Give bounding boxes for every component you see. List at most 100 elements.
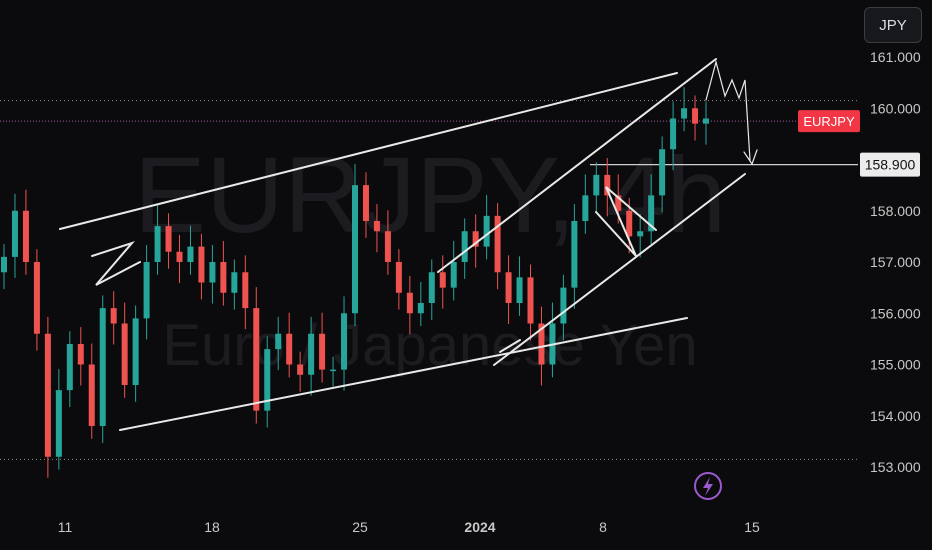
- candle-body: [560, 287, 567, 324]
- candle-body: [22, 210, 29, 262]
- price-tag: [860, 152, 920, 177]
- candle-body: [77, 344, 84, 365]
- candle-body: [417, 303, 424, 314]
- candle-body: [703, 118, 709, 124]
- candle-body: [582, 195, 589, 221]
- candle-body: [99, 308, 106, 426]
- candle-body: [110, 308, 117, 324]
- candle-body: [428, 272, 435, 303]
- candle-body: [330, 369, 337, 372]
- y-tick-label: 154.000: [870, 408, 921, 424]
- x-tick-label: 15: [744, 519, 760, 535]
- candle-body: [538, 323, 545, 365]
- candle-body: [352, 185, 358, 314]
- price-tag-label: 158.900: [865, 157, 916, 173]
- candle-body: [88, 364, 95, 426]
- candle-body: [373, 221, 380, 232]
- currency-button[interactable]: JPY: [864, 7, 922, 43]
- candle-body: [472, 231, 479, 247]
- candle-body: [637, 231, 644, 237]
- candle-body: [275, 333, 282, 350]
- candle-body: [209, 262, 216, 283]
- candle-body: [626, 210, 633, 237]
- candle-body: [670, 118, 677, 150]
- y-tick-label: 161.000: [870, 49, 921, 65]
- y-tick-label: 157.000: [870, 254, 921, 270]
- candle-body: [362, 185, 369, 221]
- x-tick-label: 8: [599, 519, 607, 535]
- rising-channel-top: [437, 58, 717, 273]
- y-tick-label: 153.000: [870, 459, 921, 475]
- candle-body: [286, 333, 293, 365]
- upper-channel-line: [59, 72, 678, 230]
- candle-body: [659, 149, 666, 196]
- candle-body: [231, 272, 238, 293]
- candle-body: [220, 262, 227, 293]
- candle-body: [593, 174, 600, 196]
- rising-channel-bottom: [493, 173, 746, 366]
- candle-body: [341, 313, 348, 370]
- candle-body: [406, 292, 413, 314]
- candle-body: [154, 226, 161, 262]
- candle-body: [297, 364, 304, 375]
- x-tick-label: 2024: [464, 519, 495, 535]
- watermark-symbol: EURJPY, 4h: [134, 134, 726, 255]
- projection-arrowhead: [743, 149, 758, 166]
- candles-layer: [1, 87, 709, 478]
- candle-body: [450, 262, 457, 288]
- candle-body: [187, 246, 194, 262]
- flag-pattern: [91, 240, 141, 286]
- candle-body: [121, 323, 128, 385]
- candle-body: [494, 215, 501, 273]
- candle-body: [264, 349, 271, 411]
- projection-path: [705, 59, 751, 161]
- candle-body: [648, 195, 655, 232]
- candle-body: [615, 195, 622, 211]
- candle-body: [176, 251, 183, 262]
- candle-body: [483, 215, 490, 247]
- candle-body: [165, 226, 172, 252]
- candle-body: [604, 174, 611, 196]
- candle-body: [66, 344, 73, 391]
- candle-body: [505, 272, 512, 303]
- x-tick-label: 25: [352, 519, 368, 535]
- candle-body: [571, 221, 578, 288]
- pullback-wedge: [595, 186, 657, 257]
- candle-body: [242, 272, 249, 309]
- time-axis: [0, 512, 932, 550]
- y-tick-label: 155.000: [870, 357, 921, 373]
- y-tick-label: 156.000: [870, 305, 921, 321]
- watermark-name: Euro / Japanese Yen: [162, 313, 697, 378]
- candle-body: [198, 246, 205, 283]
- symbol-tag: [798, 110, 860, 133]
- y-tick-label: 160.000: [870, 100, 921, 116]
- lower-channel-line: [119, 317, 688, 431]
- candle-body: [527, 277, 534, 324]
- candle-body: [132, 318, 139, 385]
- candle-body: [11, 210, 18, 257]
- lightning-icon[interactable]: [694, 472, 722, 500]
- candle-body: [33, 262, 40, 334]
- x-tick-label: 18: [204, 519, 220, 535]
- candle-body: [44, 333, 51, 457]
- price-axis: [858, 0, 932, 550]
- candle-body: [308, 333, 315, 375]
- candle-body: [55, 390, 62, 457]
- candle-body: [439, 272, 446, 288]
- candle-body: [143, 262, 150, 319]
- base-trendline: [499, 339, 521, 353]
- candle-body: [681, 108, 688, 119]
- candle-body: [319, 333, 326, 370]
- symbol-tag-label: EURJPY: [803, 114, 855, 129]
- candle-body: [395, 262, 402, 293]
- candle-body: [384, 231, 391, 262]
- y-tick-label: 158.000: [870, 203, 921, 219]
- candle-body: [516, 277, 523, 303]
- candle-body: [692, 108, 699, 124]
- candle-body: [1, 256, 7, 273]
- x-tick-label: 11: [58, 519, 73, 535]
- candle-body: [253, 308, 260, 411]
- candle-body: [461, 231, 468, 262]
